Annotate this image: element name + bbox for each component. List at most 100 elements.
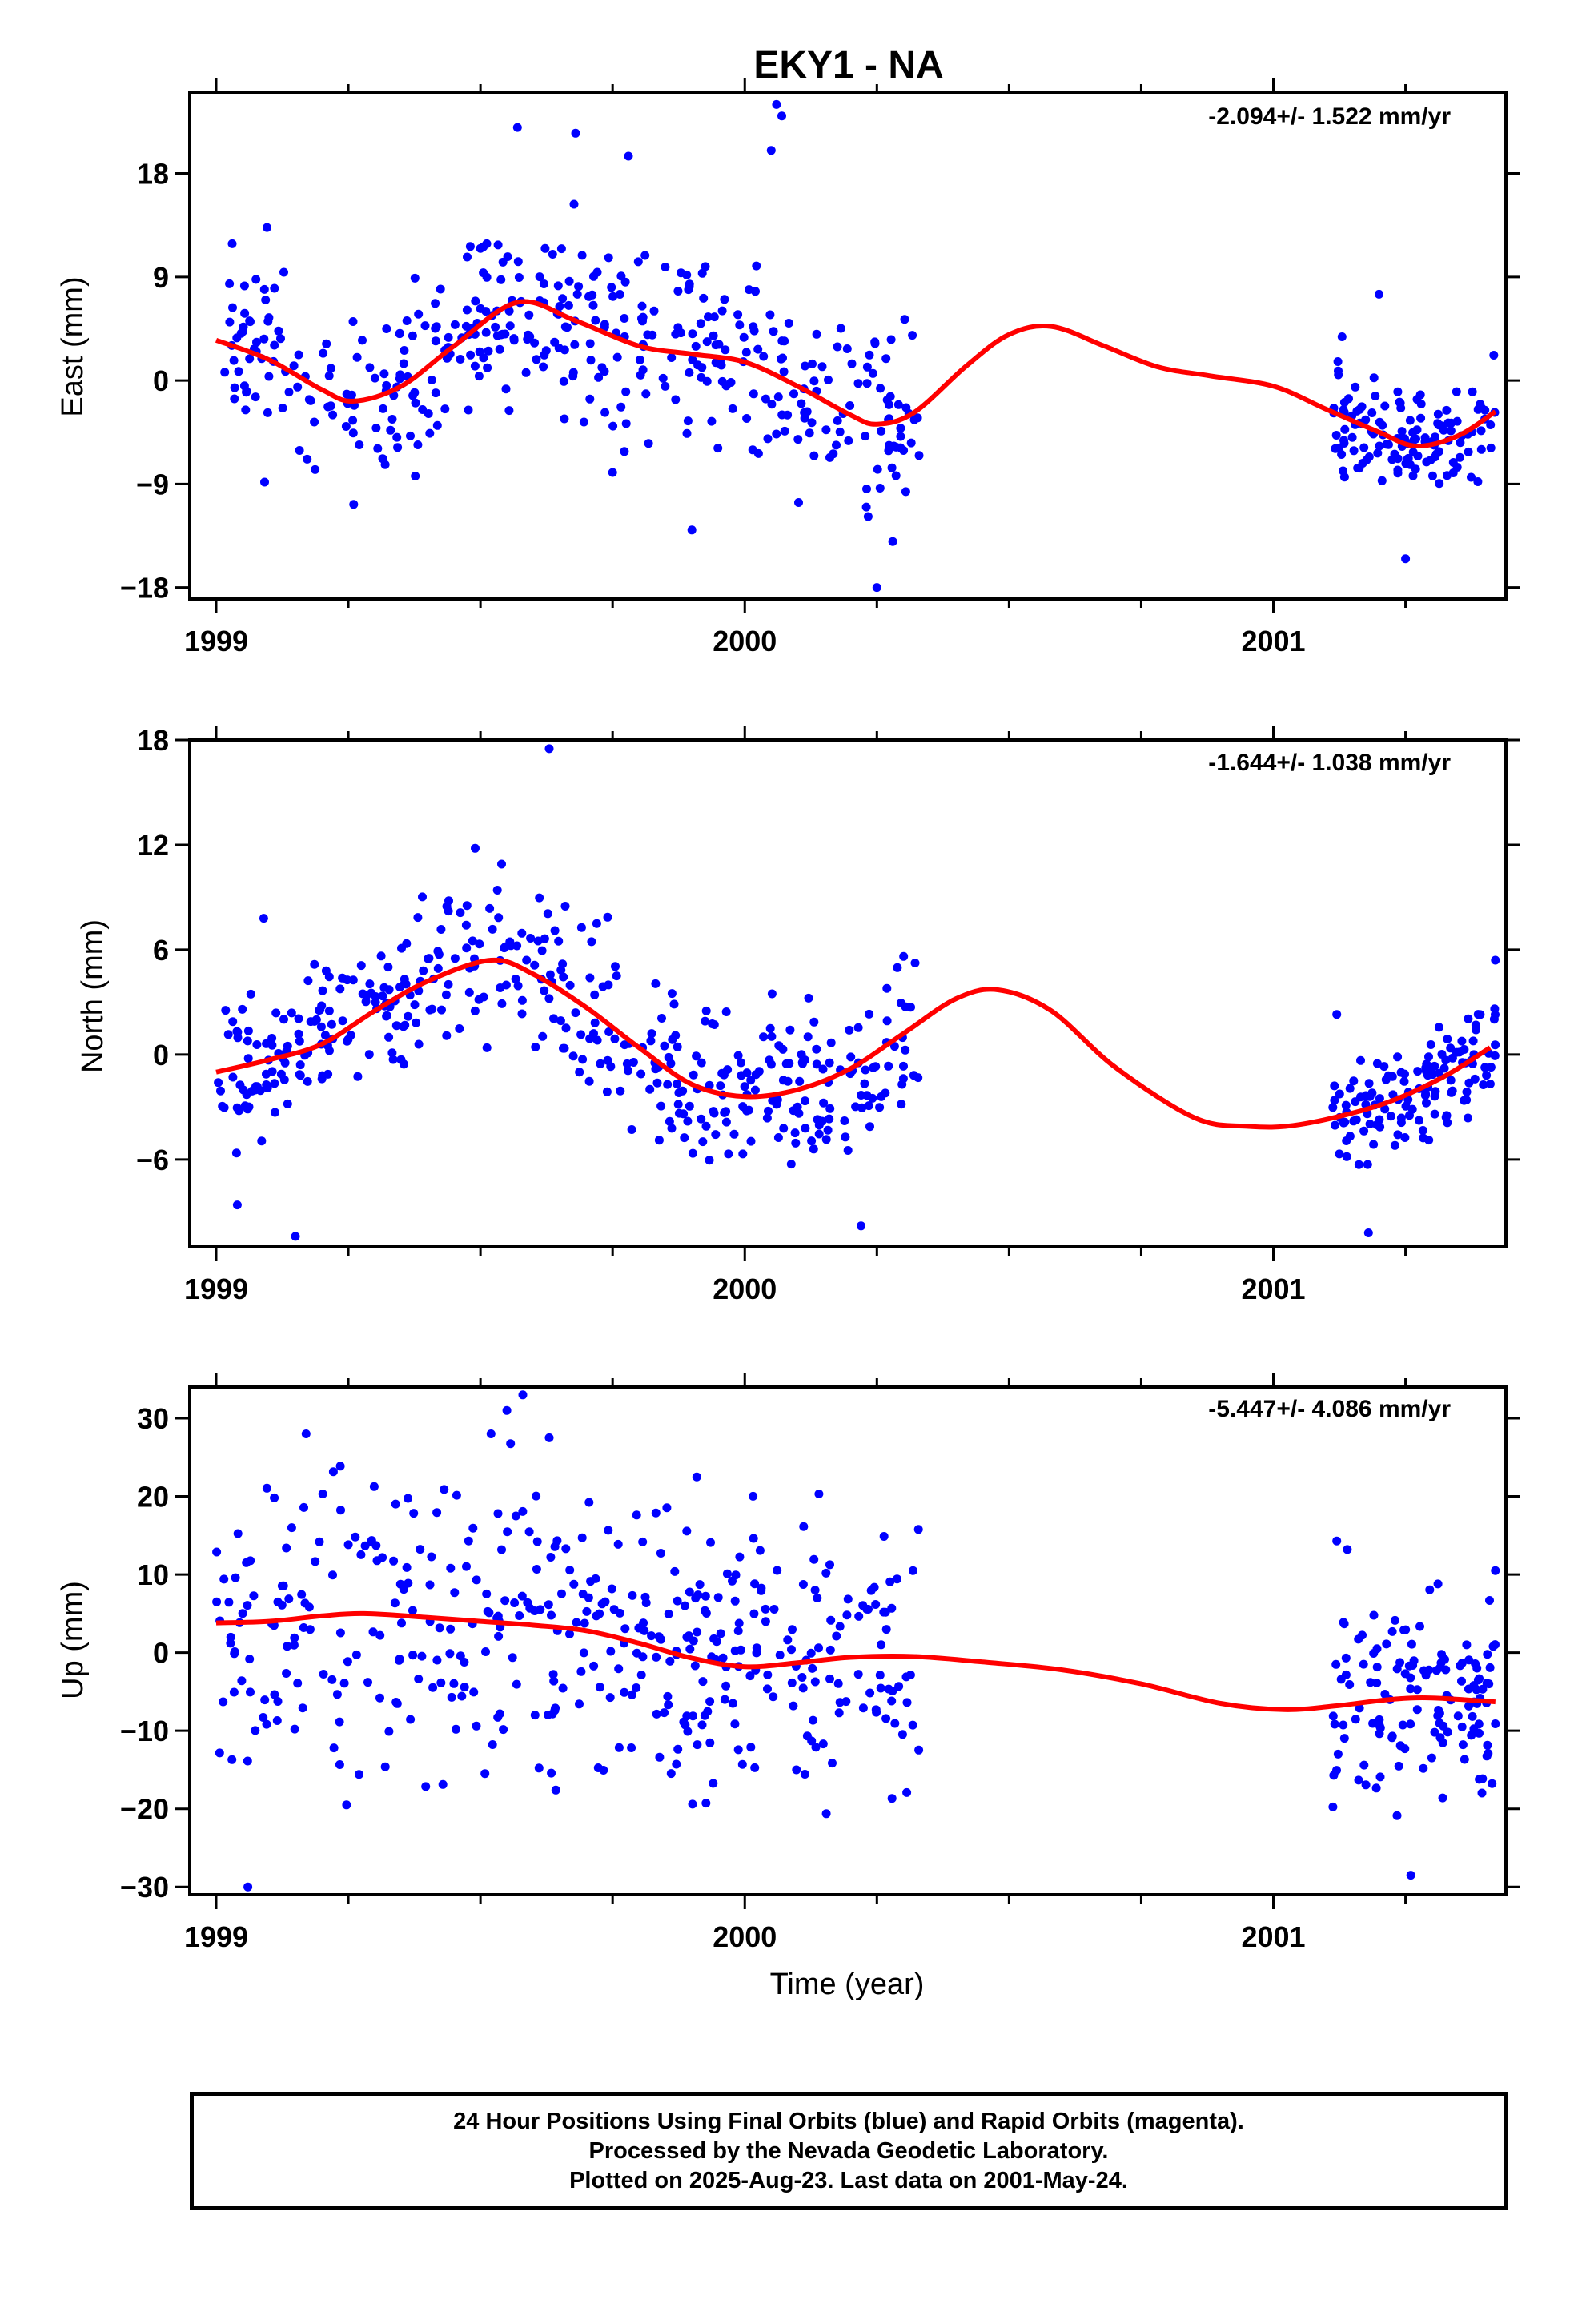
data-point	[1382, 1639, 1391, 1649]
data-point	[375, 1630, 385, 1640]
data-point	[1406, 1673, 1415, 1683]
data-point	[781, 1059, 791, 1068]
data-point	[1430, 1109, 1439, 1119]
data-point	[692, 1472, 701, 1482]
data-point	[327, 1675, 337, 1684]
data-point	[701, 1591, 710, 1601]
data-point	[709, 331, 718, 340]
x-tick-label: 2001	[1241, 1273, 1305, 1305]
data-point	[252, 1040, 262, 1049]
data-point	[729, 1129, 739, 1139]
data-point	[298, 1703, 307, 1713]
data-point	[1419, 1763, 1428, 1773]
data-point	[555, 302, 564, 311]
data-point	[544, 1600, 553, 1610]
data-point	[572, 1618, 581, 1627]
data-point	[1472, 1663, 1482, 1673]
data-point	[750, 1763, 760, 1772]
data-point	[303, 976, 313, 986]
data-point	[1330, 1081, 1339, 1091]
data-point	[232, 1200, 242, 1210]
data-point	[348, 428, 358, 438]
x-tick-label: 2000	[713, 625, 777, 657]
data-point	[534, 1763, 544, 1773]
data-point	[670, 1566, 680, 1576]
data-point	[721, 1007, 731, 1016]
data-point	[525, 332, 535, 341]
data-point	[871, 1600, 881, 1609]
data-point	[736, 1645, 745, 1655]
data-point	[692, 1051, 701, 1061]
data-point	[688, 355, 697, 364]
data-point	[376, 951, 386, 961]
data-point	[1354, 1775, 1363, 1785]
data-point	[329, 1743, 339, 1753]
data-point	[685, 368, 694, 377]
data-point	[667, 353, 677, 362]
data-point	[575, 1068, 584, 1077]
data-point	[814, 1129, 824, 1139]
data-point	[558, 294, 568, 304]
data-point	[1452, 463, 1462, 472]
data-point	[901, 487, 910, 497]
x-tick-label: 1999	[184, 1273, 248, 1305]
data-point	[483, 363, 492, 372]
footer-line-2: Processed by the Nevada Geodetic Laborat…	[588, 2137, 1109, 2164]
data-point	[913, 1525, 923, 1534]
data-point	[332, 1690, 342, 1699]
data-point	[517, 928, 527, 938]
data-point	[651, 1064, 661, 1074]
data-point	[1339, 1720, 1348, 1730]
data-point	[591, 316, 600, 325]
data-point	[722, 1569, 732, 1578]
data-point	[792, 1765, 801, 1775]
data-point	[355, 1770, 363, 1779]
x-tick-label: 1999	[184, 625, 248, 657]
north-panel: North (mm) -1.644+/- 1.038 mm/yr −6 0 6 12 1…	[76, 724, 1520, 1305]
data-point	[1345, 1084, 1355, 1093]
data-point	[231, 1148, 241, 1158]
data-point	[691, 341, 701, 351]
data-point	[1415, 1622, 1424, 1631]
data-point	[399, 1585, 408, 1594]
data-point	[809, 1554, 819, 1564]
data-point	[708, 1019, 717, 1028]
data-point	[395, 329, 404, 339]
data-point	[1395, 397, 1404, 407]
data-point	[446, 1624, 456, 1634]
data-point	[1407, 1639, 1416, 1649]
data-point	[733, 310, 743, 320]
data-point	[559, 972, 568, 982]
data-point	[813, 1594, 822, 1602]
data-point	[540, 243, 550, 253]
data-point	[673, 287, 683, 296]
data-point	[778, 353, 787, 363]
data-point	[746, 1743, 756, 1752]
data-point	[1396, 1118, 1406, 1128]
data-point	[320, 1031, 330, 1040]
data-point	[801, 361, 809, 371]
data-point	[1369, 1610, 1379, 1620]
data-point	[416, 1545, 425, 1554]
data-point	[767, 400, 777, 409]
data-point	[1379, 1062, 1389, 1072]
data-point	[871, 1062, 881, 1072]
data-point	[717, 360, 726, 370]
data-point	[444, 896, 453, 906]
data-point	[408, 331, 417, 340]
data-point	[246, 989, 255, 999]
data-point	[897, 1100, 906, 1109]
data-point	[869, 1582, 879, 1592]
data-point	[238, 1609, 247, 1618]
data-point	[289, 1640, 299, 1650]
data-point	[1395, 1658, 1405, 1667]
data-point	[803, 1032, 813, 1042]
data-point	[857, 1103, 867, 1112]
data-point	[483, 1606, 492, 1616]
data-point	[319, 348, 328, 358]
data-point	[721, 1117, 731, 1127]
data-point	[311, 1557, 320, 1566]
data-point	[780, 426, 789, 436]
data-point	[232, 1027, 242, 1036]
data-point	[606, 1647, 616, 1656]
